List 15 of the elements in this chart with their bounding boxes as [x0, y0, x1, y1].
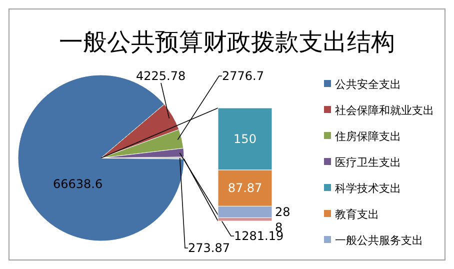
data-label: 28 [275, 204, 290, 219]
data-label: 273.87 [188, 241, 230, 255]
legend-label: 社会保障和就业支出 [335, 104, 434, 117]
data-label: 150 [234, 132, 256, 146]
text: 科学技术支出 [335, 182, 401, 195]
legend-label: 住房保障支出 [335, 130, 401, 143]
data-label: 4225.78 [136, 69, 186, 83]
legend-label: 公共安全支出 [335, 78, 401, 91]
data-label: 2776.7 [222, 69, 264, 83]
chart-title: 一般公共预算财政拨款支出结构 [59, 28, 395, 56]
data-label: 87.87 [228, 181, 262, 196]
legend-label: 教育支出 [335, 208, 379, 221]
data-label: 66638.6 [53, 177, 103, 191]
legend-label: 医疗卫生支出 [335, 156, 401, 169]
legend-label: 一般公共服务支出 [335, 234, 423, 247]
